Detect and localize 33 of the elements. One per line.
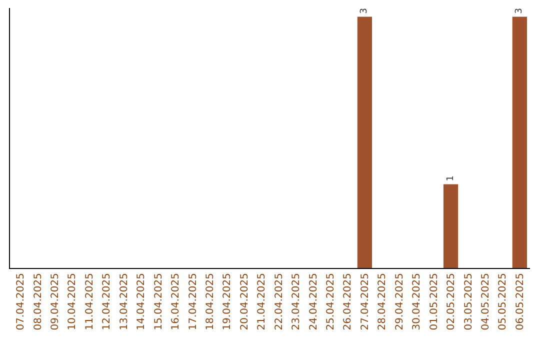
x-tick-label: 24.04.2025 <box>308 273 320 330</box>
x-tick-label: 06.05.2025 <box>514 273 526 330</box>
x-tick-label: 05.05.2025 <box>498 273 509 330</box>
x-tick-label: 10.04.2025 <box>67 273 78 330</box>
x-tick-label: 23.04.2025 <box>291 273 302 330</box>
data-label: 3 <box>514 8 525 14</box>
x-tick-label: 30.04.2025 <box>412 273 423 330</box>
x-tick-label: 07.04.2025 <box>16 273 27 330</box>
x-tick-label: 26.04.2025 <box>342 273 354 330</box>
x-tick-label: 25.04.2025 <box>326 273 337 330</box>
x-tick-label: 11.04.2025 <box>84 273 96 330</box>
x-tick-label: 27.04.2025 <box>360 273 371 330</box>
x-tick-label: 12.04.2025 <box>102 273 113 330</box>
x-tick-label: 15.04.2025 <box>153 273 164 330</box>
x-tick-label: 09.04.2025 <box>50 273 62 330</box>
x-tick-label: 29.04.2025 <box>394 273 406 330</box>
x-tick-label: 08.04.2025 <box>32 273 44 330</box>
x-tick-label: 21.04.2025 <box>256 273 268 330</box>
x-tick-label: 28.04.2025 <box>377 273 388 330</box>
x-tick-label: 02.05.2025 <box>446 273 458 330</box>
x-tick-label: 18.04.2025 <box>204 273 216 330</box>
x-tick-label: 17.04.2025 <box>188 273 199 330</box>
x-tick-label: 20.04.2025 <box>239 273 250 330</box>
x-tick-label: 13.04.2025 <box>118 273 130 330</box>
x-tick-label: 22.04.2025 <box>274 273 285 330</box>
data-label: 1 <box>446 176 456 182</box>
x-tick-label: 01.05.2025 <box>428 273 440 330</box>
data-label: 3 <box>360 8 370 14</box>
x-tick-label: 03.05.2025 <box>463 273 474 330</box>
x-tick-label: 16.04.2025 <box>170 273 182 330</box>
x-tick-label: 14.04.2025 <box>136 273 148 330</box>
x-tick-label: 04.05.2025 <box>480 273 492 330</box>
x-tick-label: 19.04.2025 <box>222 273 234 330</box>
